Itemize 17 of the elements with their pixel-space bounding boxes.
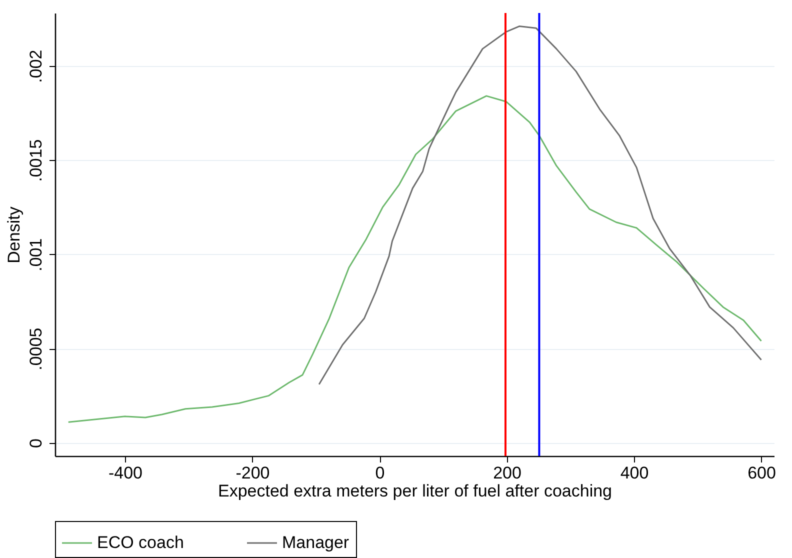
x-tick-label: -200 (236, 464, 270, 482)
y-tick-label: .0005 (26, 328, 46, 370)
x-tick-label: 200 (493, 464, 522, 482)
legend-label: ECO coach (97, 533, 184, 552)
x-tick-label: 0 (375, 464, 385, 482)
y-axis-title: Density (4, 206, 24, 264)
x-axis-title: Expected extra meters per liter of fuel after coaching (218, 482, 612, 500)
y-tick-label: 0 (26, 438, 46, 448)
line-series (318, 25, 762, 386)
legend-label: Manager (282, 533, 350, 552)
y-tick-label: .001 (26, 238, 46, 272)
x-tick-label: 600 (748, 464, 776, 482)
x-tick-label: -400 (108, 464, 143, 482)
y-tick-label: .0015 (26, 139, 46, 182)
line-series (68, 95, 762, 423)
y-tick-label: .002 (26, 50, 46, 83)
x-tick-label: 400 (620, 464, 649, 482)
